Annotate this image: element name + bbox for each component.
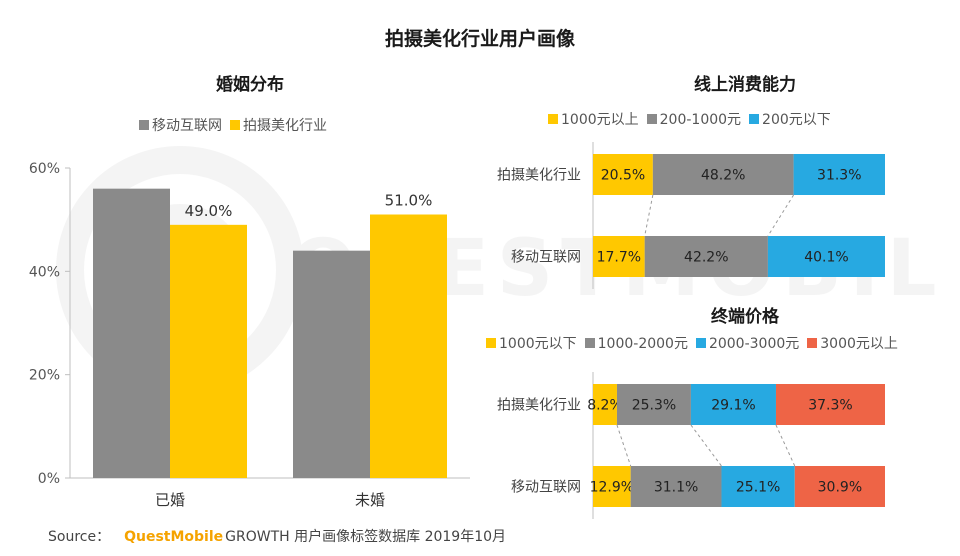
legend-label: 移动互联网 xyxy=(152,118,222,134)
stacked-segment xyxy=(775,384,885,425)
legend-label: 1000-2000元 xyxy=(597,336,688,352)
segment-data-label: 8.2% xyxy=(587,398,623,414)
connector-line xyxy=(644,194,654,237)
bar-data-label: 49.0% xyxy=(185,202,233,220)
legend-label: 1000元以上 xyxy=(561,112,639,128)
stacked-segment xyxy=(593,154,653,195)
stacked-segment xyxy=(593,384,617,425)
legend-item: 200-1000元 xyxy=(646,109,742,129)
legend-item: 移动互联网 xyxy=(139,115,222,135)
segment-data-label: 17.7% xyxy=(597,250,641,266)
bar-data-label: 51.0% xyxy=(385,192,433,210)
connector-line xyxy=(767,194,795,237)
segment-data-label: 29.1% xyxy=(711,398,755,414)
x-category-label: 已婚 xyxy=(155,491,185,509)
segment-data-label: 40.1% xyxy=(804,250,848,266)
spending-legend: 1000元以上 200-1000元 200元以下 xyxy=(548,109,839,129)
marriage-chart-title: 婚姻分布 xyxy=(216,75,284,95)
stacked-segment xyxy=(644,236,768,277)
legend-label: 3000元以上 xyxy=(820,336,898,352)
stacked-segment xyxy=(593,466,631,507)
page-title: 拍摄美化行业用户画像 xyxy=(384,28,575,50)
device-price-stacked-chart: 拍摄美化行业 8.2% 25.3% 29.1% 37.3% 移动互联网 12.9% 31.1%… xyxy=(497,372,885,519)
bar xyxy=(293,250,370,478)
segment-data-label: 25.1% xyxy=(736,480,780,496)
segment-data-label: 48.2% xyxy=(701,168,745,184)
segment-data-label: 25.3% xyxy=(632,398,676,414)
stacked-segment xyxy=(630,466,722,507)
y-tick-label: 0% xyxy=(38,471,60,487)
legend-swatch xyxy=(486,338,496,348)
y-tick-label: 60% xyxy=(29,161,60,177)
stacked-segment xyxy=(593,236,645,277)
legend-swatch xyxy=(749,114,760,124)
legend-item: 200元以下 xyxy=(749,109,831,129)
legend-label: 200-1000元 xyxy=(659,112,742,128)
legend-label: 200元以下 xyxy=(762,112,831,128)
segment-data-label: 30.9% xyxy=(818,480,862,496)
segment-data-label: 42.2% xyxy=(684,250,728,266)
segment-data-label: 31.1% xyxy=(654,480,698,496)
legend-label: 拍摄美化行业 xyxy=(243,118,327,134)
legend-item: 1000-2000元 xyxy=(584,333,688,353)
source-prefix: Source： xyxy=(48,529,111,545)
stacked-segment xyxy=(793,154,885,195)
bar xyxy=(170,224,247,478)
bar xyxy=(93,188,170,478)
segment-data-label: 12.9% xyxy=(590,480,634,496)
legend-label: 1000元以下 xyxy=(499,336,577,352)
legend-item: 1000元以下 xyxy=(486,333,577,353)
x-category-label: 未婚 xyxy=(355,491,385,509)
connector-line xyxy=(690,424,722,467)
connector-line xyxy=(775,424,796,467)
stacked-segment xyxy=(794,466,885,507)
legend-swatch xyxy=(695,338,706,348)
row-category-label: 移动互联网 xyxy=(511,250,581,266)
row-category-label: 移动互联网 xyxy=(511,480,581,496)
y-tick-label: 20% xyxy=(29,368,60,384)
legend-swatch xyxy=(807,338,818,348)
row-category-label: 拍摄美化行业 xyxy=(497,398,581,414)
stacked-segment xyxy=(616,384,691,425)
segment-data-label: 20.5% xyxy=(601,168,645,184)
legend-swatch xyxy=(139,120,149,130)
spending-stacked-chart: 拍摄美化行业 20.5% 48.2% 31.3% 移动互联网 17.7% 42.2% 40.1… xyxy=(497,142,885,289)
legend-item: 1000元以上 xyxy=(548,109,639,129)
stacked-segment xyxy=(652,154,794,195)
y-tick-label: 40% xyxy=(29,264,60,280)
legend-label: 2000-3000元 xyxy=(708,336,800,352)
bar xyxy=(370,214,447,478)
row-category-label: 拍摄美化行业 xyxy=(497,168,581,184)
spending-chart-title: 线上消费能力 xyxy=(694,75,796,95)
segment-data-label: 37.3% xyxy=(808,398,852,414)
source-note: Source： QuestMobile GROWTH 用户画像标签数据库 2019年… xyxy=(48,526,506,546)
device-price-chart-title: 终端价格 xyxy=(711,307,779,327)
legend-swatch xyxy=(230,120,240,130)
source-brand: QuestMobile xyxy=(124,529,224,545)
device-price-legend: 1000元以下 1000-2000元 2000-3000元 3000元以上 xyxy=(486,333,906,353)
marriage-legend: 移动互联网 拍摄美化行业 xyxy=(139,115,335,135)
legend-swatch xyxy=(584,338,595,348)
legend-item: 2000-3000元 xyxy=(695,333,800,353)
marriage-bar-chart: 0% 20% 40% 60% 49.0% 已婚 51.0% 未婚 xyxy=(29,161,470,509)
legend-swatch xyxy=(646,114,657,124)
stacked-segment xyxy=(690,384,776,425)
stacked-segment xyxy=(767,236,885,277)
legend-swatch xyxy=(548,114,558,124)
segment-data-label: 31.3% xyxy=(817,168,861,184)
legend-item: 拍摄美化行业 xyxy=(230,115,327,135)
stacked-segment xyxy=(721,466,795,507)
source-rest: GROWTH 用户画像标签数据库 2019年10月 xyxy=(225,529,507,545)
connector-line xyxy=(616,424,632,467)
legend-item: 3000元以上 xyxy=(807,333,898,353)
